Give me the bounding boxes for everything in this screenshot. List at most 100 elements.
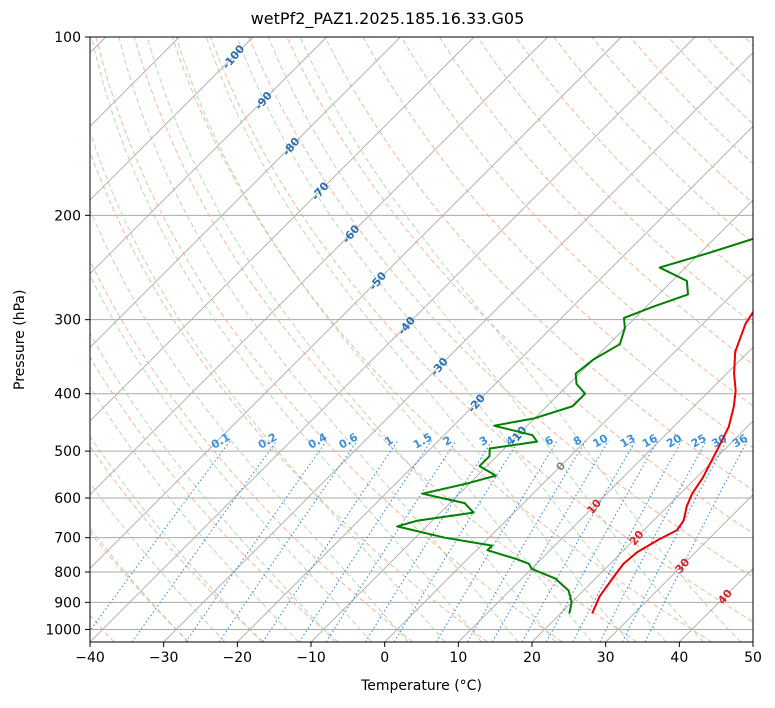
plot-frame	[89, 36, 754, 643]
moist-adiabat-line	[267, 37, 704, 642]
moist-adiabat-line	[90, 527, 189, 642]
temperature-profile	[591, 310, 753, 614]
y-tick-label: 800	[54, 565, 81, 581]
moist-adiabat-line	[118, 37, 519, 642]
dry-adiabat-line	[90, 531, 190, 642]
mixing-ratio-line	[218, 440, 358, 642]
x-tick-label: 10	[449, 650, 467, 666]
dry-adiabat-line	[668, 37, 753, 125]
moist-adiabat-line	[90, 208, 409, 642]
dry-adiabat-line	[439, 37, 753, 366]
mixing-ratio-line	[90, 440, 231, 632]
isotherm-line	[90, 37, 696, 642]
mixing-ratio-line	[298, 440, 432, 642]
mixing-ratio-line	[467, 440, 587, 642]
dry-adiabat-line	[553, 37, 753, 244]
mixing-ratio-line	[435, 440, 558, 642]
mixing-ratio-label: 16	[640, 431, 660, 450]
mixing-ratio-line	[262, 440, 399, 642]
x-tick-label: −40	[75, 650, 105, 666]
isotherm-line	[384, 273, 753, 642]
plot-area: 0.1 0.2 0.4 0.6 1 1.5 2 3 4 6 8 10 13 16 20 25 30 36-100-…	[90, 37, 753, 642]
y-tick-label: 500	[54, 444, 81, 460]
isotherm-line	[458, 346, 753, 642]
mixing-ratio-line	[325, 440, 457, 642]
moist-adiabat-line	[90, 274, 373, 642]
moist-adiabat-line	[90, 385, 299, 642]
mixing-ratio-line	[491, 440, 609, 642]
y-axis-label: Pressure (hPa)	[12, 289, 28, 390]
moist-adiabat-line	[90, 482, 226, 642]
mixing-ratio-line	[521, 440, 637, 642]
mixing-ratio-line	[572, 440, 683, 642]
moist-adiabat-line	[90, 435, 263, 642]
dewpoint-profile	[396, 237, 753, 614]
y-tick-label: 700	[54, 531, 81, 547]
mixing-ratio-label: 10	[591, 431, 611, 450]
dry-adiabat-line	[171, 37, 712, 642]
chart-title: wetPf2_PAZ1.2025.185.16.33.G05	[250, 9, 525, 28]
mixing-ratio-label: 0.4	[306, 430, 330, 451]
isotherm-line	[237, 125, 753, 642]
moist-adiabat-line	[91, 37, 482, 642]
dry-adiabat-line	[400, 37, 753, 407]
mixing-ratio-line	[185, 440, 328, 642]
isotherm-line	[90, 37, 622, 569]
y-tick-label: 400	[54, 387, 81, 403]
moist-adiabat-line	[205, 37, 630, 642]
isotherm-line	[90, 37, 475, 422]
isotherm-line	[752, 641, 753, 642]
moist-adiabat-line	[146, 37, 556, 642]
x-tick-label: 0	[380, 650, 389, 666]
mixing-ratio-label: 1	[382, 434, 395, 449]
isotherm-line	[605, 494, 753, 642]
x-tick-label: 40	[670, 650, 688, 666]
x-tick-label: 30	[597, 650, 615, 666]
y-tick-label: 900	[54, 595, 81, 611]
isotherm-line	[90, 37, 327, 275]
mixing-ratio-line	[393, 440, 520, 642]
x-tick-label: 50	[744, 650, 762, 666]
moist-adiabat-line	[175, 37, 593, 642]
isotherm-line	[90, 37, 401, 348]
isotherm-line	[163, 52, 753, 642]
y-tick-label: 100	[54, 30, 81, 46]
moist-adiabat-line	[90, 332, 336, 642]
dry-adiabat-line	[90, 445, 264, 642]
isotherm-line	[90, 37, 254, 201]
moist-adiabat-line	[299, 37, 742, 642]
moist-adiabat-line	[90, 130, 446, 642]
dry-adiabat-line	[515, 37, 753, 284]
moist-adiabat-line	[236, 37, 667, 642]
dry-adiabat-line	[591, 37, 753, 204]
dry-adiabat-line	[90, 150, 488, 642]
mixing-ratio-line	[644, 440, 748, 642]
y-tick-label: 1000	[45, 622, 81, 638]
y-tick-label: 300	[54, 313, 81, 329]
dry-adiabat-line	[210, 37, 753, 623]
mixing-ratio-line	[364, 440, 493, 642]
isotherm-line	[310, 199, 753, 642]
mixing-ratio-line	[545, 440, 659, 642]
mixing-ratio-line	[131, 440, 278, 642]
dry-adiabat-line	[324, 37, 753, 491]
dry-adiabat-line	[477, 37, 753, 325]
x-tick-label: 20	[523, 650, 541, 666]
x-axis-label: Temperature (°C)	[361, 678, 482, 694]
x-tick-label: −10	[296, 650, 326, 666]
mixing-ratio-label: 25	[689, 432, 709, 451]
x-tick-label: −20	[223, 650, 253, 666]
mixing-ratio-label: 3	[477, 434, 490, 449]
axes: −40 −30 −20 −10 0 10 20 30 40 50 1000 900 800 700 600 5…	[45, 30, 762, 666]
mixing-ratio-line	[599, 440, 707, 642]
y-tick-label: 200	[54, 208, 81, 224]
mixing-ratio-label: 13	[618, 432, 638, 451]
x-tick-label: −30	[149, 650, 179, 666]
dry-adiabat-line	[90, 259, 414, 642]
mixing-ratio-label: 20	[664, 431, 684, 450]
mixing-ratio-label: 0.1	[209, 431, 232, 452]
mixing-ratio-label: 8	[571, 434, 584, 449]
dry-adiabat-line	[133, 37, 638, 642]
dry-adiabat-line	[248, 37, 753, 578]
